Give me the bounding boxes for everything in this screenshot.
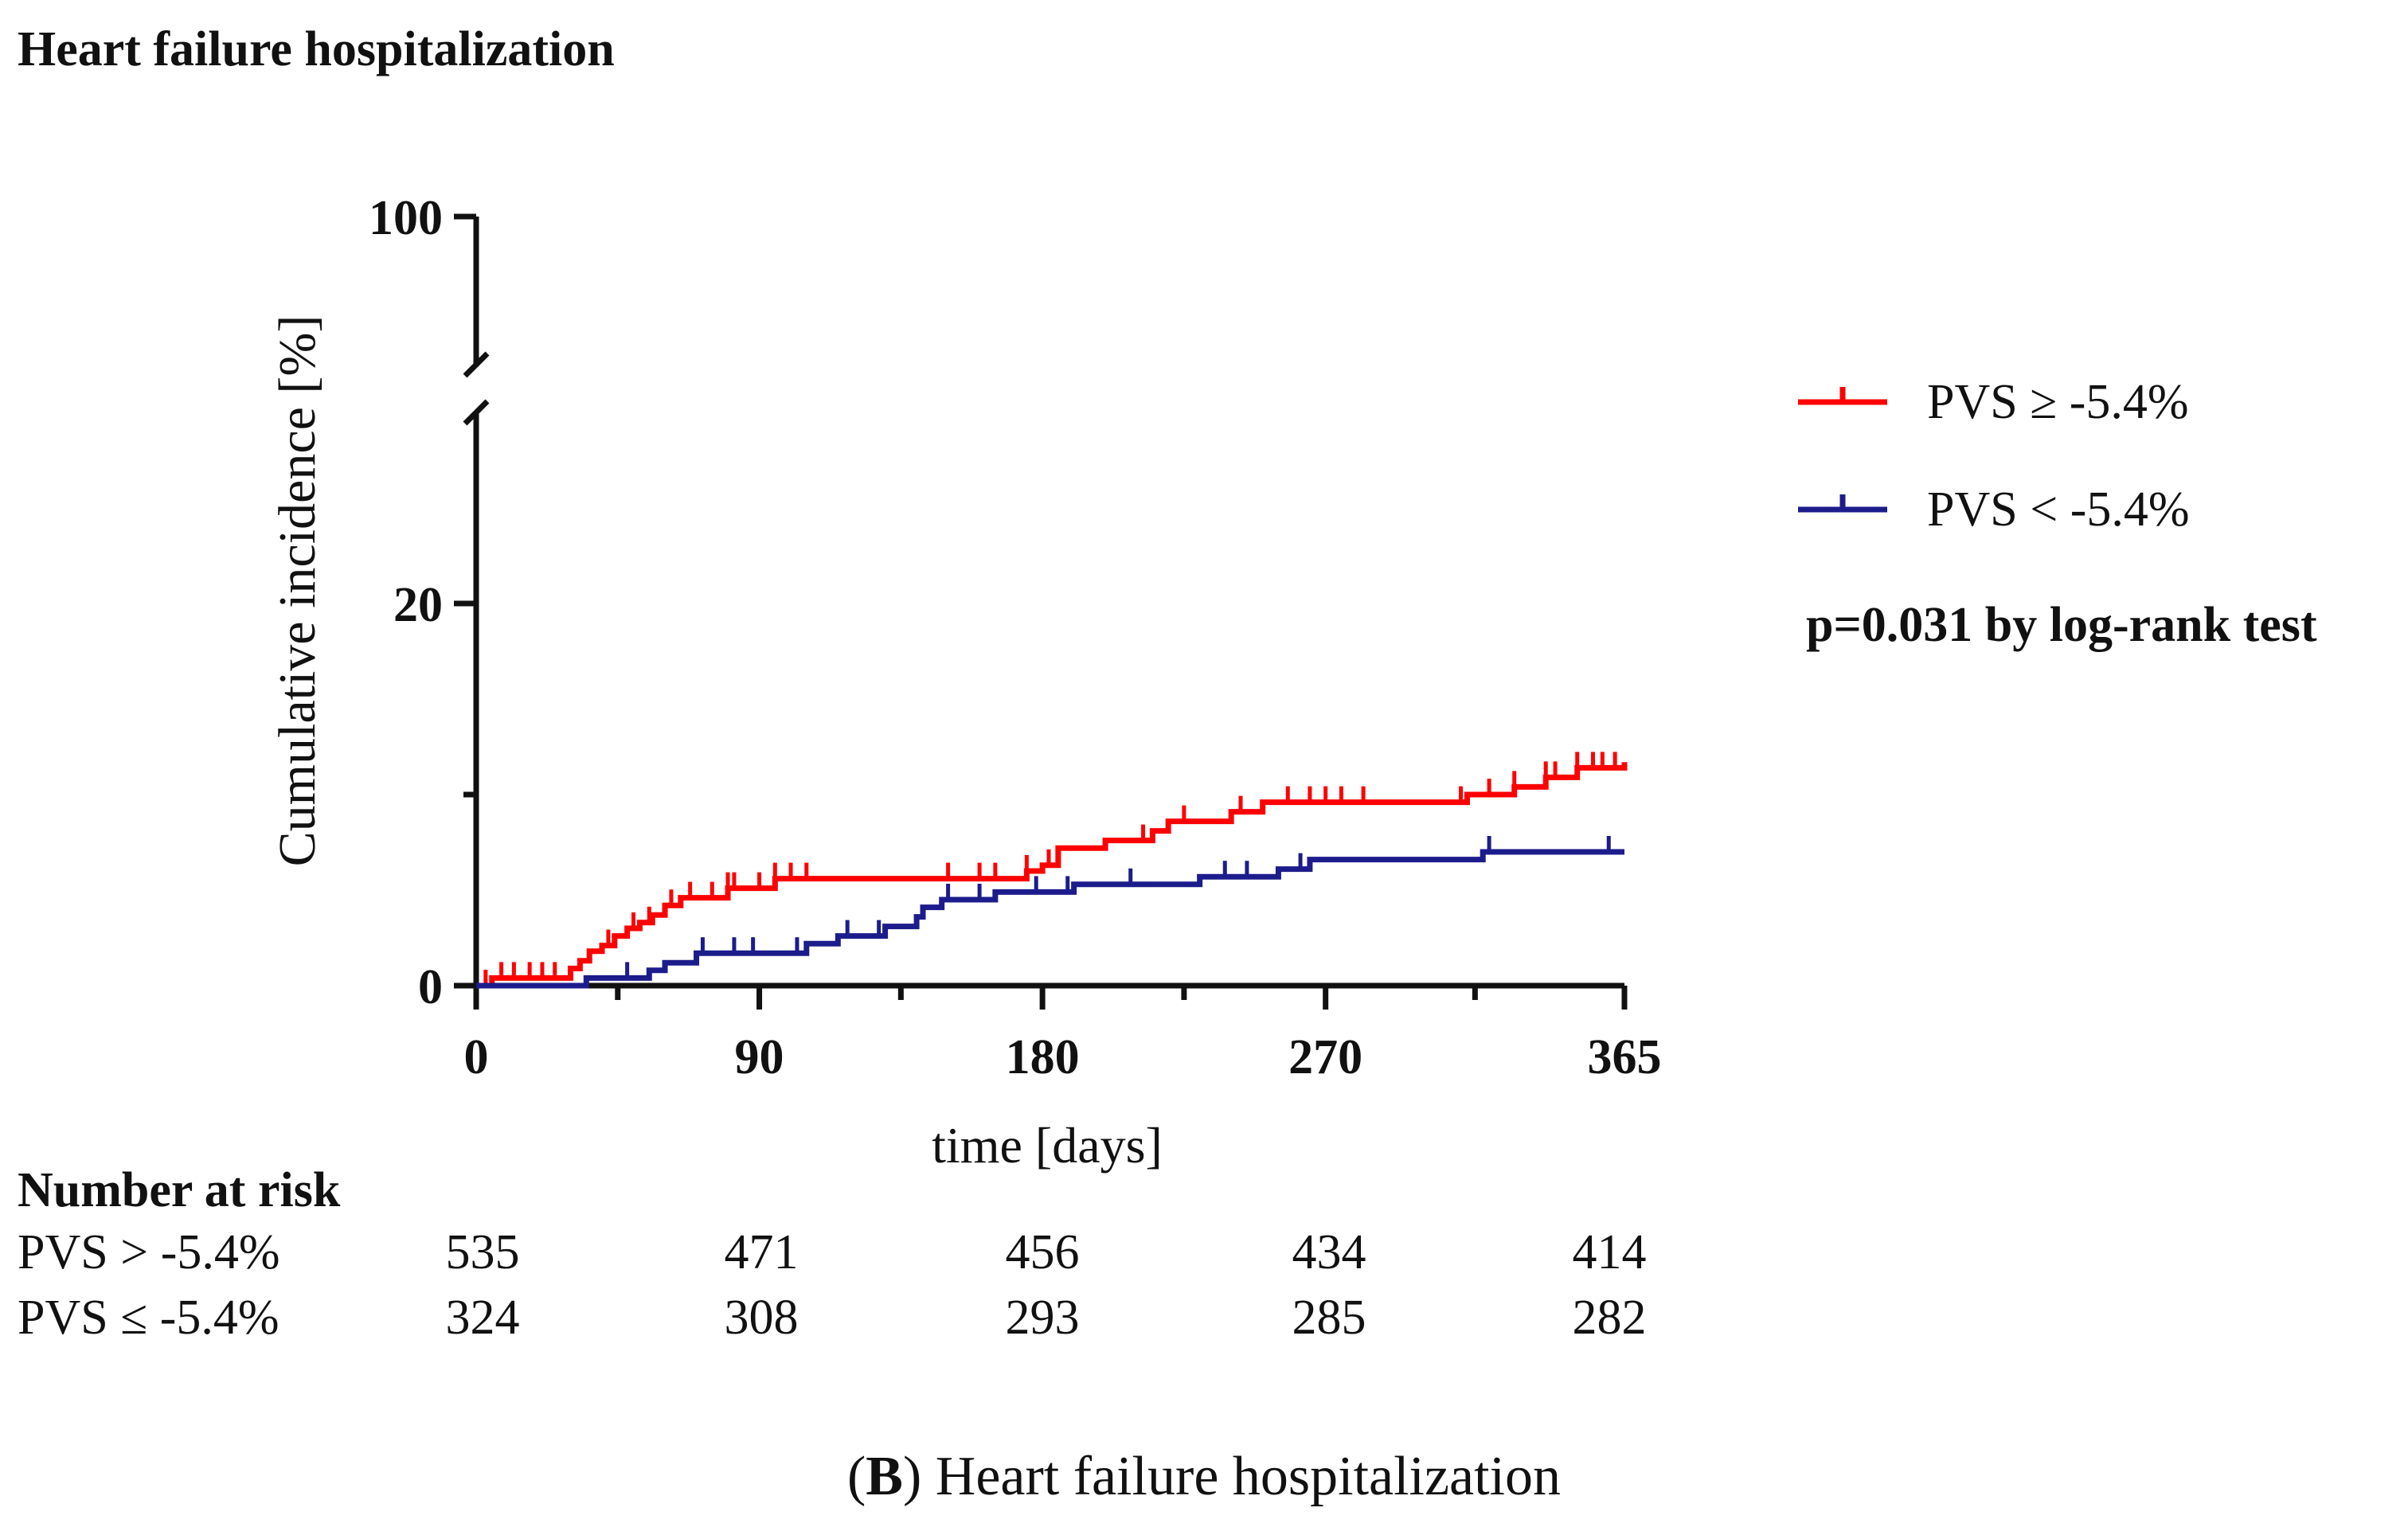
- legend: PVS ≥ -5.4% PVS < -5.4%: [1798, 375, 2190, 537]
- risk-value: 293: [1005, 1291, 1080, 1345]
- figure-caption: (B) Heart failure hospitalization: [0, 1445, 2408, 1509]
- risk-row-label: PVS > -5.4%: [18, 1225, 280, 1279]
- risk-row: PVS > -5.4% 535 471 456 434 414: [18, 1224, 1730, 1288]
- series-line: [476, 762, 1628, 989]
- y-axis-break-mark: [463, 351, 490, 378]
- risk-value: 414: [1572, 1225, 1647, 1279]
- y-tick-label: 20: [393, 578, 443, 632]
- series-line: [476, 849, 1624, 989]
- risk-value: 285: [1292, 1291, 1366, 1345]
- y-tick-label: 100: [369, 191, 443, 245]
- plot-area: [476, 752, 1628, 989]
- x-axis-label: time [days]: [932, 1117, 1163, 1174]
- risk-value: 308: [724, 1291, 799, 1345]
- axes: 0 20 100 0 90 180 270 365: [369, 191, 1662, 1084]
- legend-label-pvs-ge: PVS ≥ -5.4%: [1927, 375, 2189, 429]
- p-value-annotation: p=0.031 by log-rank test: [1806, 598, 2317, 652]
- risk-value: 456: [1005, 1225, 1080, 1279]
- risk-row: PVS ≤ -5.4% 324 308 293 285 282: [18, 1290, 1730, 1353]
- risk-value: 471: [724, 1225, 799, 1279]
- x-tick-label: 0: [464, 1030, 489, 1084]
- caption-panel-letter: B: [866, 1446, 903, 1507]
- y-tick-label: 0: [418, 960, 443, 1014]
- risk-value: 282: [1572, 1291, 1647, 1345]
- risk-row-label: PVS ≤ -5.4%: [18, 1291, 280, 1345]
- y-axis-break-mark: [463, 399, 490, 426]
- y-axis-label: Cumulative incidence [%]: [268, 315, 326, 867]
- x-tick-label: 270: [1288, 1030, 1362, 1084]
- x-tick-label: 365: [1588, 1030, 1662, 1084]
- chart-title: Heart failure hospitalization: [18, 22, 615, 76]
- x-tick-label: 90: [735, 1030, 784, 1084]
- x-tick-label: 180: [1006, 1030, 1080, 1084]
- caption-text: ) Heart failure hospitalization: [902, 1446, 1562, 1507]
- risk-value: 434: [1292, 1225, 1366, 1279]
- risk-value: 535: [445, 1225, 520, 1279]
- caption-paren: (: [846, 1446, 866, 1507]
- risk-value: 324: [445, 1291, 520, 1345]
- risk-table-title: Number at risk: [18, 1163, 341, 1217]
- legend-label-pvs-lt: PVS < -5.4%: [1927, 482, 2190, 537]
